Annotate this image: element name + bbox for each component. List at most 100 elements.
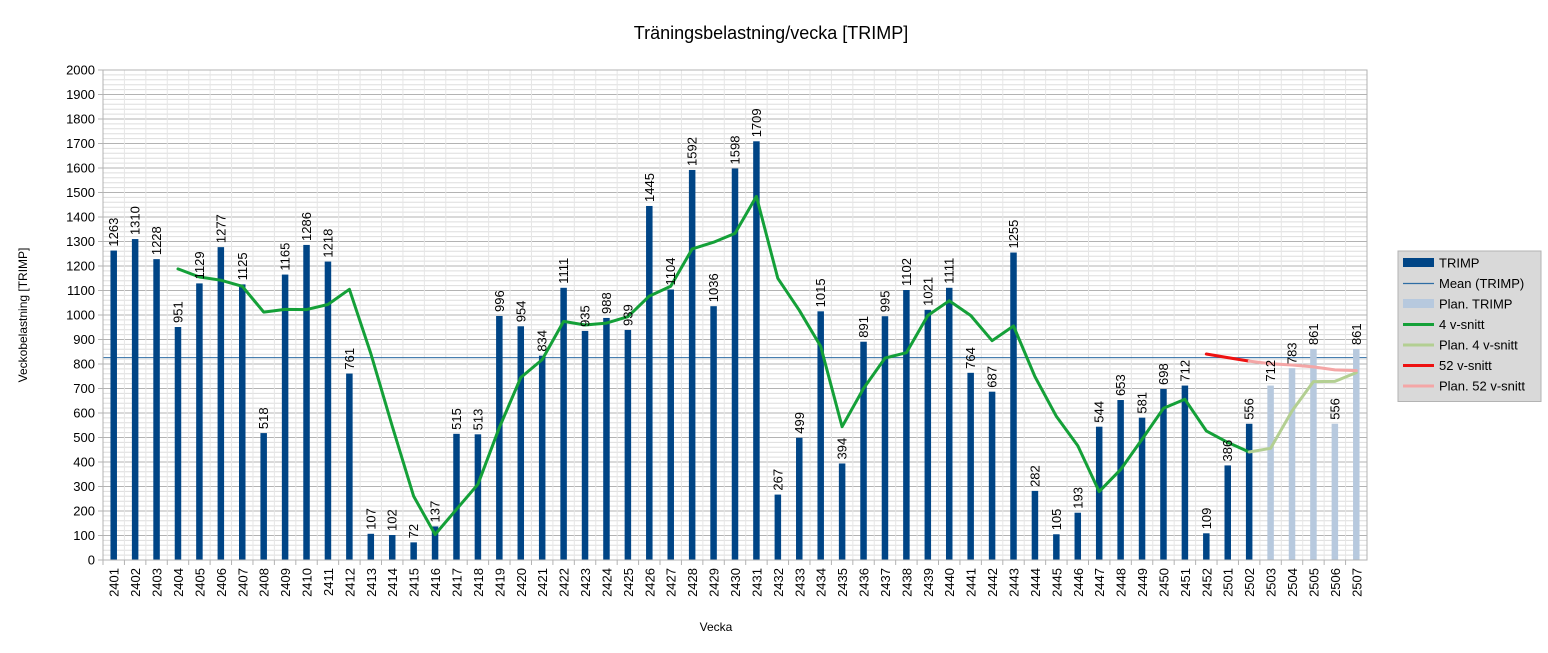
bar-value-label: 995 (877, 291, 892, 313)
bar-value-label: 1286 (299, 212, 314, 241)
bar (1181, 385, 1189, 560)
bar-value-label: 988 (599, 292, 614, 314)
bar (838, 463, 846, 560)
bar (538, 355, 546, 560)
bar-value-label: 544 (1092, 401, 1107, 423)
bar (324, 261, 332, 560)
bar-value-label: 193 (1070, 487, 1085, 509)
bar-value-label: 761 (342, 348, 357, 370)
bar-value-label: 107 (363, 508, 378, 530)
bar (1117, 400, 1124, 560)
x-tick-label: 2426 (642, 568, 657, 597)
bar-value-label: 1592 (685, 137, 700, 166)
bar (688, 169, 696, 560)
bar (453, 433, 460, 560)
x-tick-label: 2409 (278, 568, 293, 597)
bar-value-label: 764 (963, 347, 978, 369)
y-tick-label: 0 (88, 553, 95, 568)
bar (517, 326, 525, 560)
bar-value-label: 1598 (728, 136, 743, 165)
bar-value-label: 712 (1263, 360, 1278, 382)
bar-value-label: 282 (1027, 465, 1042, 487)
y-tick-label: 1900 (66, 87, 95, 102)
y-tick-label: 700 (73, 381, 95, 396)
x-tick-label: 2428 (685, 568, 700, 597)
bar-value-label: 951 (170, 301, 185, 323)
bar-value-label: 1445 (642, 173, 657, 202)
bar (1095, 426, 1103, 560)
series-lines (176, 194, 1358, 536)
bar-value-label: 1021 (920, 277, 935, 306)
y-tick-label: 300 (73, 479, 95, 494)
x-tick-label: 2504 (1285, 568, 1300, 597)
bar (753, 141, 760, 561)
bar (774, 494, 782, 560)
x-tick-label: 2415 (407, 568, 422, 597)
x-tick-label: 2506 (1328, 568, 1343, 597)
bar (560, 287, 567, 560)
bar (281, 274, 289, 560)
bar (581, 330, 589, 560)
bar-value-label: 954 (513, 301, 528, 323)
bar (496, 315, 503, 560)
bar (410, 542, 417, 560)
x-tick-label: 2440 (942, 568, 957, 597)
bar-value-label: 1277 (213, 214, 228, 243)
bar-value-label: 1111 (942, 258, 957, 284)
bar-value-label: 499 (792, 412, 807, 434)
x-tick-label: 2417 (449, 568, 464, 597)
x-tick-label: 2437 (878, 568, 893, 597)
x-tick-label: 2501 (1221, 568, 1236, 597)
y-tick-label: 200 (73, 504, 95, 519)
bar-value-label: 1255 (1006, 220, 1021, 249)
bar-value-label: 72 (406, 524, 421, 538)
data-labels: 1263 1310 1228 951 1129 1277 1125 518 1165 1286 12… (106, 108, 1364, 538)
bar (431, 526, 439, 560)
x-tick-label: 2424 (599, 568, 614, 597)
bar (1353, 349, 1360, 560)
bar (239, 284, 246, 560)
bar-value-label: 556 (1242, 398, 1257, 420)
x-tick-label: 2430 (728, 568, 743, 597)
bar (388, 535, 396, 560)
bar (1160, 388, 1167, 560)
bar (1053, 534, 1060, 560)
y-tick-label: 1500 (66, 185, 95, 200)
bar-value-label: 653 (1113, 374, 1128, 396)
bar (1031, 490, 1039, 560)
bar (1267, 385, 1274, 560)
bar (903, 290, 910, 560)
legend-label: TRIMP (1439, 256, 1479, 271)
x-tick-label: 2452 (1199, 568, 1214, 597)
bar-value-label: 1709 (749, 108, 764, 137)
bar-value-label: 687 (985, 366, 1000, 388)
bar (1245, 423, 1253, 560)
y-tick-label: 1700 (66, 136, 95, 151)
y-tick-label: 800 (73, 357, 95, 372)
y-tick-label: 1800 (66, 112, 95, 127)
bar (646, 205, 653, 560)
x-tick-label: 2429 (707, 568, 722, 597)
bar (796, 437, 803, 560)
bar (367, 533, 375, 560)
bar (474, 434, 482, 560)
bar-value-label: 518 (256, 407, 271, 429)
bar-value-label: 1218 (320, 229, 335, 258)
bar (881, 316, 889, 560)
bar (667, 289, 674, 560)
axes: 0 100 200 300 400 500 600 700 800 900 1000 1100 1200… (66, 63, 1368, 597)
bar-value-label: 581 (1135, 392, 1150, 414)
x-tick-label: 2408 (257, 568, 272, 597)
bar (924, 309, 932, 560)
x-tick-label: 2420 (514, 568, 529, 597)
x-tick-label: 2403 (150, 568, 165, 597)
x-tick-label: 2413 (364, 568, 379, 597)
legend: TRIMP Mean (TRIMP) Plan. TRIMP 4 v-snitt Pla… (1397, 250, 1542, 402)
x-tick-label: 2418 (471, 568, 486, 597)
x-tick-label: 2436 (857, 568, 872, 597)
x-tick-label: 2435 (835, 568, 850, 597)
bar (260, 433, 267, 560)
x-tick-label: 2427 (664, 568, 679, 597)
bar (303, 244, 310, 560)
